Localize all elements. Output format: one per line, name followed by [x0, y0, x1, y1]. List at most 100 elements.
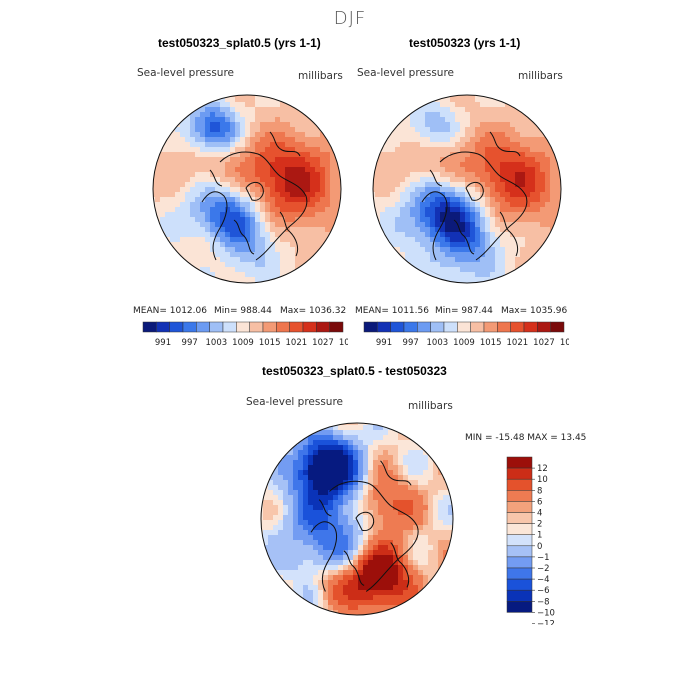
field-cell: [250, 267, 256, 273]
field-cell: [510, 122, 516, 128]
field-cell: [273, 550, 279, 556]
field-cell: [303, 525, 309, 531]
field-cell: [333, 600, 339, 606]
field-cell: [515, 237, 521, 243]
field-cell: [435, 192, 441, 198]
field-cell: [185, 147, 191, 153]
field-cell: [373, 515, 379, 521]
field-cell: [395, 172, 401, 178]
field-cell: [425, 102, 431, 108]
field-cell: [398, 490, 404, 496]
field-cell: [383, 605, 389, 611]
field-cell: [343, 425, 349, 431]
field-cell: [383, 435, 389, 441]
field-cell: [530, 177, 536, 183]
field-cell: [215, 222, 221, 228]
field-cell: [320, 157, 326, 163]
field-cell: [358, 455, 364, 461]
field-cell: [185, 162, 191, 168]
field-cell: [383, 515, 389, 521]
field-cell: [510, 242, 516, 248]
field-cell: [445, 257, 451, 263]
field-cell: [265, 187, 271, 193]
field-cell: [420, 227, 426, 233]
field-cell: [343, 605, 349, 611]
field-cell: [460, 97, 466, 103]
field-cell: [195, 167, 201, 173]
field-cell: [375, 182, 381, 188]
field-cell: [260, 157, 266, 163]
field-cell: [270, 177, 276, 183]
field-cell: [525, 157, 531, 163]
field-cell: [475, 222, 481, 228]
field-cell: [368, 475, 374, 481]
field-cell: [413, 455, 419, 461]
field-cell: [170, 157, 176, 163]
field-cell: [295, 217, 301, 223]
field-cell: [455, 102, 461, 108]
field-cell: [555, 202, 561, 208]
field-cell: [338, 590, 344, 596]
field-cell: [425, 107, 431, 113]
field-cell: [230, 267, 236, 273]
field-cell: [315, 152, 321, 158]
field-cell: [415, 112, 421, 118]
field-cell: [433, 520, 439, 526]
field-cell: [445, 277, 451, 283]
field-cell: [413, 565, 419, 571]
field-cell: [495, 172, 501, 178]
field-cell: [250, 217, 256, 223]
field-cell: [430, 152, 436, 158]
field-cell: [353, 600, 359, 606]
field-cell: [453, 525, 456, 531]
field-cell: [240, 217, 246, 223]
field-cell: [358, 550, 364, 556]
field-cell: [388, 595, 394, 601]
field-cell: [445, 267, 451, 273]
field-cell: [230, 217, 236, 223]
field-cell: [328, 555, 334, 561]
field-cell: [263, 535, 269, 541]
field-cell: [520, 147, 526, 153]
field-cell: [535, 217, 541, 223]
field-cell: [298, 505, 304, 511]
field-cell: [520, 122, 526, 128]
field-cell: [205, 232, 211, 238]
field-cell: [490, 207, 496, 213]
field-cell: [328, 530, 334, 536]
field-cell: [403, 580, 409, 586]
field-cell: [510, 172, 516, 178]
field-cell: [215, 247, 221, 253]
field-cell: [170, 242, 176, 248]
field-cell: [323, 490, 329, 496]
field-cell: [545, 187, 551, 193]
field-cell: [175, 172, 181, 178]
field-cell: [388, 490, 394, 496]
field-cell: [388, 525, 394, 531]
field-cell: [155, 182, 161, 188]
field-cell: [330, 182, 336, 188]
field-cell: [310, 152, 316, 158]
field-cell: [245, 177, 251, 183]
field-cell: [418, 470, 424, 476]
field-cell: [300, 267, 306, 273]
field-cell: [353, 585, 359, 591]
field-cell: [420, 127, 426, 133]
field-cell: [303, 560, 309, 566]
field-cell: [388, 495, 394, 501]
field-cell: [313, 480, 319, 486]
field-cell: [320, 167, 326, 173]
field-cell: [480, 222, 486, 228]
field-cell: [245, 182, 251, 188]
coastline: [465, 181, 484, 201]
field-cell: [353, 445, 359, 451]
field-cell: [180, 187, 186, 193]
field-cell: [455, 192, 461, 198]
field-cell: [283, 465, 289, 471]
colorbar-swatch: [403, 321, 418, 333]
field-cell: [475, 177, 481, 183]
field-cell: [410, 207, 416, 213]
field-cell: [335, 147, 341, 153]
field-cell: [410, 227, 416, 233]
field-cell: [380, 137, 386, 143]
